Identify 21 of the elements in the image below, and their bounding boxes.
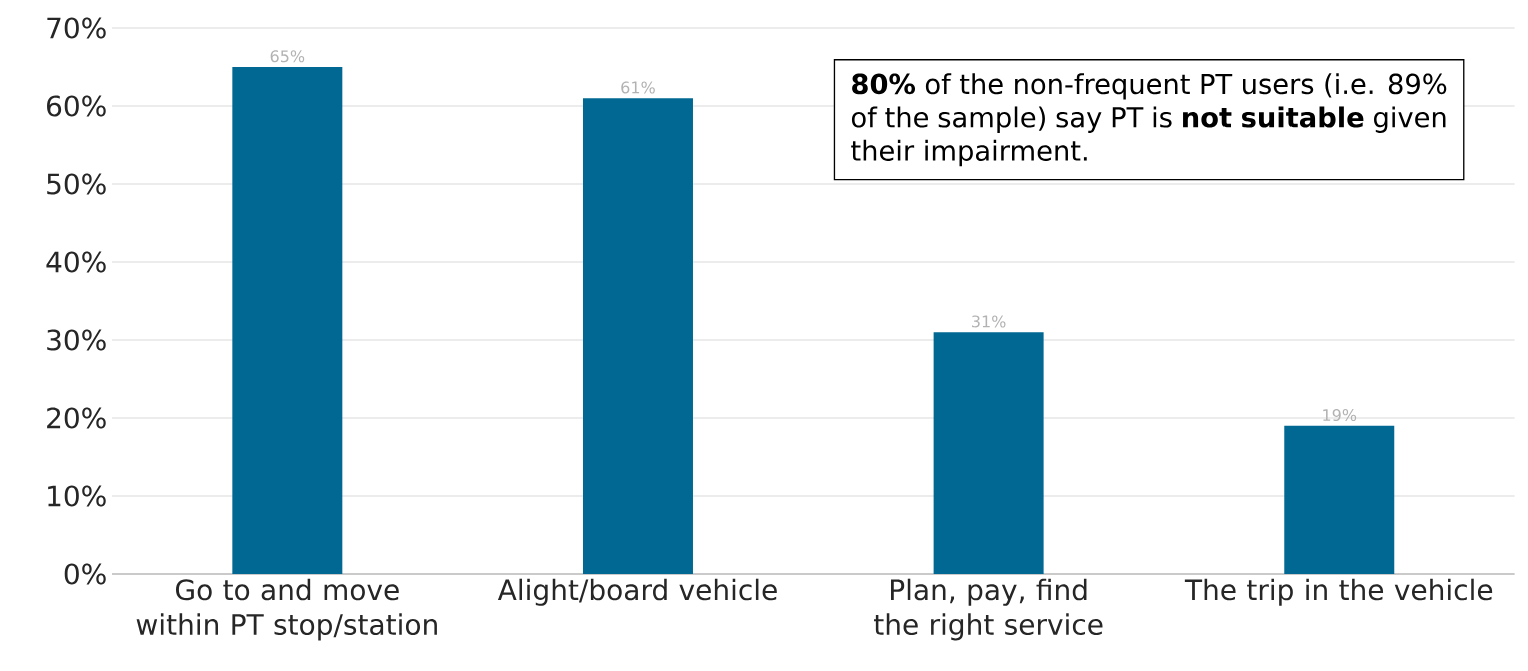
x-tick-label: Go to and move within PT stop/station (136, 578, 437, 641)
x-tick-label: Alight/board vehicle (497, 578, 777, 606)
data-label: 31% (972, 315, 1006, 328)
x-tick-label: Plan, pay, find the right service (874, 578, 1103, 641)
y-tick-label: 0% (64, 563, 106, 585)
data-label: 19% (1323, 408, 1357, 422)
y-tick-label: 70% (47, 17, 106, 39)
y-tick-label: 40% (46, 251, 106, 273)
bar (933, 332, 1044, 574)
bar (1284, 425, 1395, 574)
x-tick-label: The trip in the vehicle (1184, 578, 1493, 606)
text: 80% of the non-frequent PT users (i.e. 89% of the sample) say PT is not suitable given their impairment. (851, 73, 1447, 167)
data-label: 61% (621, 81, 655, 94)
y-tick-label: 60% (47, 95, 106, 117)
y-tick-label: 50% (47, 173, 106, 195)
bar (582, 98, 693, 574)
y-tick-label: 20% (47, 407, 106, 429)
data-label: 65% (270, 50, 305, 63)
y-tick-label: 30% (47, 329, 106, 351)
y-tick-label: 10% (48, 485, 106, 507)
bar (232, 67, 343, 574)
